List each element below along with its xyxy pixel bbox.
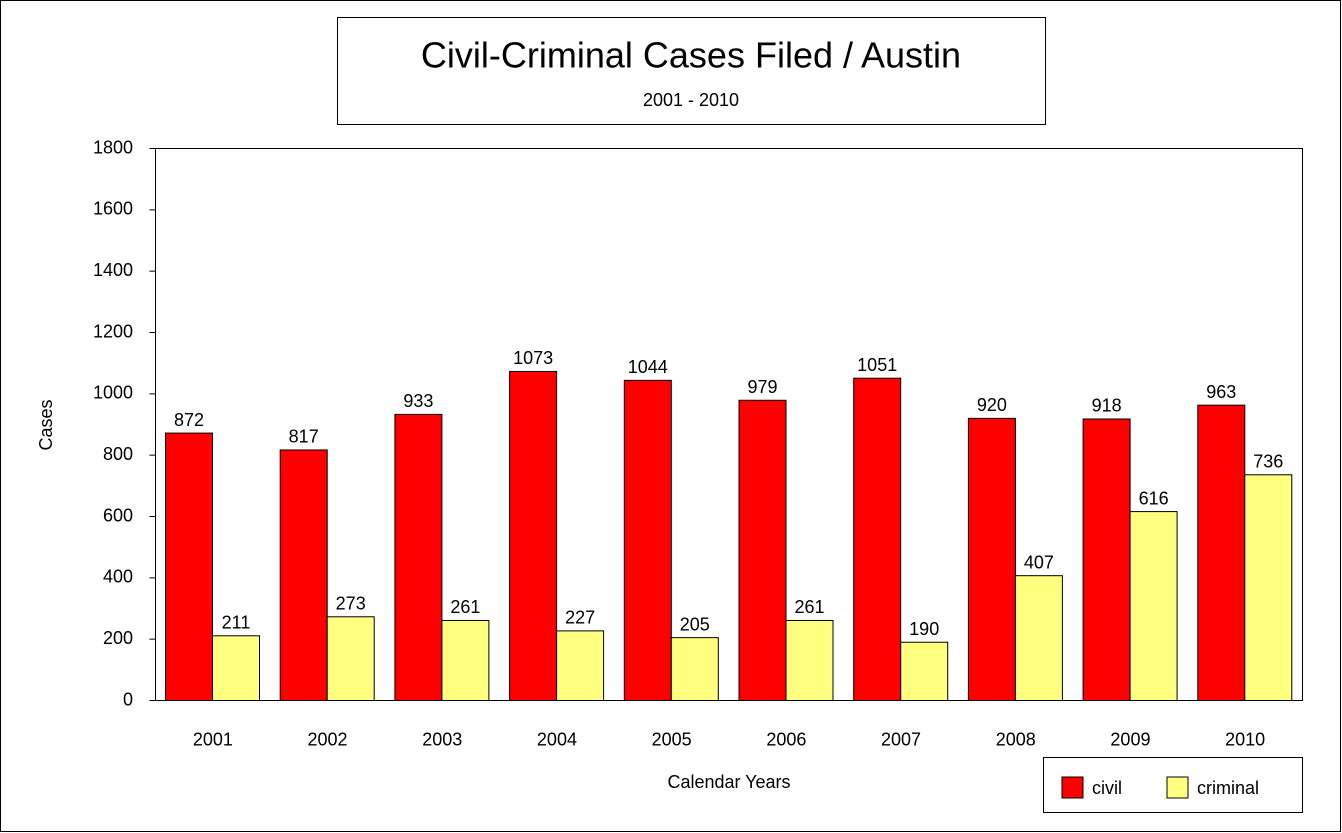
bar [556, 630, 605, 701]
data-label: 616 [1139, 488, 1169, 508]
data-label: 817 [289, 427, 319, 447]
data-label: 933 [403, 391, 433, 411]
y-tick-label: 1400 [93, 260, 133, 280]
bar [738, 399, 787, 701]
bar [670, 637, 719, 702]
data-label: 736 [1253, 452, 1283, 472]
x-axis-label: Calendar Years [667, 772, 790, 792]
x-tick-label: 2005 [652, 729, 692, 749]
bar [853, 377, 902, 701]
y-axis-label: Cases [36, 399, 56, 450]
x-tick-label: 2008 [996, 729, 1036, 749]
bar [279, 449, 328, 701]
bar [623, 379, 672, 701]
data-label: 205 [680, 614, 710, 634]
bar [785, 619, 834, 702]
bar [967, 417, 1016, 701]
x-tick-label: 2010 [1225, 729, 1265, 749]
bar [509, 370, 558, 701]
bar [441, 619, 490, 702]
data-label: 979 [747, 377, 777, 397]
data-label: 1073 [513, 348, 553, 368]
x-tick-label: 2009 [1110, 729, 1150, 749]
x-tick-label: 2003 [422, 729, 462, 749]
legend-swatch [1061, 776, 1084, 799]
y-tick-label: 800 [103, 444, 133, 464]
data-label: 211 [222, 613, 251, 633]
data-label: 1044 [628, 357, 668, 377]
data-label: 273 [336, 594, 366, 614]
bar [1129, 511, 1178, 701]
legend-label: criminal [1197, 778, 1259, 798]
bar [326, 616, 375, 702]
chart-title: Civil-Criminal Cases Filed / Austin [421, 35, 961, 76]
data-label: 872 [174, 410, 204, 430]
bar [1244, 474, 1293, 701]
bar [394, 413, 443, 701]
bar [1197, 404, 1246, 701]
y-tick-label: 200 [103, 628, 133, 648]
data-label: 918 [1092, 396, 1122, 416]
bar [1014, 575, 1063, 701]
bar [212, 635, 260, 701]
data-label: 227 [565, 608, 595, 628]
y-tick-label: 600 [103, 505, 133, 525]
legend-label: civil [1092, 778, 1122, 798]
chart-subtitle: 2001 - 2010 [643, 90, 739, 110]
x-tick-label: 2006 [766, 729, 806, 749]
bar [900, 641, 949, 702]
data-label: 407 [1024, 552, 1054, 572]
x-tick-label: 2002 [308, 729, 348, 749]
data-label: 261 [794, 597, 824, 617]
data-label: 190 [909, 619, 939, 639]
bar [1082, 418, 1131, 701]
y-tick-label: 0 [123, 689, 133, 709]
x-tick-label: 2007 [881, 729, 921, 749]
data-label: 963 [1206, 382, 1236, 402]
data-label: 920 [977, 395, 1007, 415]
y-tick-label: 1800 [93, 137, 133, 157]
x-tick-label: 2004 [537, 729, 577, 749]
title-box [337, 17, 1046, 125]
x-tick-label: 2001 [193, 729, 233, 749]
legend-swatch [1166, 776, 1189, 799]
y-tick-label: 1600 [93, 199, 133, 219]
data-label: 261 [450, 597, 480, 617]
y-tick-label: 1000 [93, 383, 133, 403]
bar [165, 432, 213, 701]
data-label: 1051 [857, 355, 897, 375]
y-tick-label: 1200 [93, 321, 133, 341]
y-tick-label: 400 [103, 567, 133, 587]
